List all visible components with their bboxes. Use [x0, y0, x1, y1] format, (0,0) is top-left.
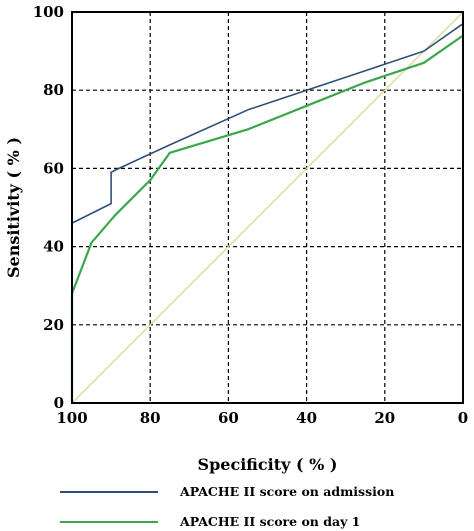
x-axis-label: Specificity ( % ): [198, 455, 338, 474]
x-tick-label-0: 100: [56, 409, 87, 427]
x-tick-label-4: 20: [374, 409, 395, 427]
grid-lines: [72, 12, 463, 403]
x-tick-label-5: 0: [458, 409, 468, 427]
x-tick-label-3: 40: [296, 409, 317, 427]
tick-labels: 100 80 60 40 20 0 0 20 40 60 80 100: [33, 3, 469, 427]
reference-diagonal-line: [71, 11, 464, 404]
plot-frame: [71, 11, 464, 404]
series-line-1: [71, 23, 464, 403]
x-tick-label-1: 80: [140, 409, 161, 427]
y-tick-label-3: 60: [43, 159, 64, 177]
x-tick-label-2: 60: [218, 409, 239, 427]
legend: APACHE II score on admission APACHE II sc…: [60, 484, 394, 529]
y-tick-label-1: 20: [43, 316, 64, 334]
legend-label-2: APACHE II score on day 1: [179, 514, 360, 529]
y-tick-label-0: 0: [54, 394, 64, 412]
y-tick-label-4: 80: [43, 81, 64, 99]
y-axis-label: Sensitivity ( % ): [4, 137, 23, 278]
y-tick-label-5: 100: [33, 3, 64, 21]
y-tick-label-2: 40: [43, 238, 64, 256]
series-line-2: [70, 34, 464, 403]
series-layer: [70, 23, 464, 403]
legend-label-1: APACHE II score on admission: [179, 484, 394, 499]
